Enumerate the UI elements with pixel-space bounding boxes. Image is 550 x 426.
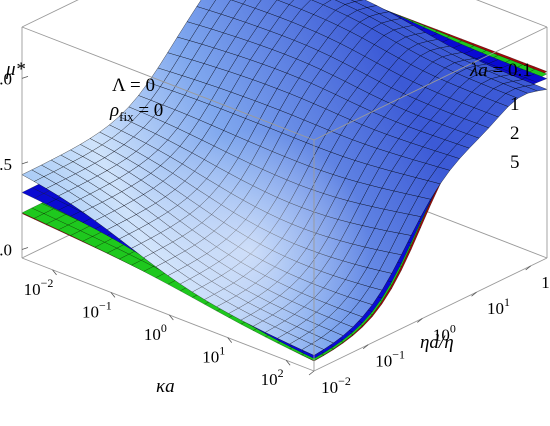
y-tick-exp: −2 bbox=[338, 374, 351, 388]
legend-equals: = bbox=[488, 60, 508, 81]
x-tick-mark bbox=[169, 314, 174, 321]
x-tick-label: 100 bbox=[144, 321, 167, 344]
annotation-rho-sub: fix bbox=[119, 109, 134, 124]
x-tick-exp: 0 bbox=[161, 321, 167, 335]
annotation-rho-rest: = 0 bbox=[134, 100, 164, 121]
annotation-rho: ρfix = 0 bbox=[109, 100, 163, 124]
y-axis-title: ηd/η bbox=[420, 332, 454, 353]
legend-entry-0: λa = 0.1 bbox=[469, 60, 532, 81]
surface-lambda-0.1 bbox=[21, 0, 548, 356]
x-tick-exp: −2 bbox=[41, 276, 54, 290]
y-tick-label: 10−1 bbox=[375, 348, 405, 371]
box-edge-top-back-right bbox=[475, 0, 548, 28]
x-tick-base: 10 bbox=[82, 302, 99, 321]
z-tick-mark bbox=[21, 161, 29, 165]
z-tick-label: 0.0 bbox=[0, 240, 12, 259]
y-tick-label: 102 bbox=[541, 269, 550, 292]
box-edge-top-back-left bbox=[21, 0, 79, 28]
legend-entry-3: 5 bbox=[510, 152, 520, 173]
y-tick-mark bbox=[362, 344, 369, 350]
x-axis-title: κa bbox=[156, 376, 175, 397]
x-tick-exp: 2 bbox=[278, 366, 284, 380]
box-edge-front-x bbox=[21, 257, 315, 372]
y-tick-exp: −1 bbox=[392, 348, 405, 362]
x-tick-exp: 1 bbox=[219, 344, 225, 358]
y-tick-label: 100 bbox=[433, 321, 456, 344]
surface-highlight bbox=[22, 0, 547, 356]
x-tick-label: 10−1 bbox=[82, 298, 112, 321]
y-tick-base: 10 bbox=[487, 299, 504, 318]
y-tick-mark bbox=[417, 318, 423, 323]
x-tick-base: 10 bbox=[24, 280, 41, 299]
legend-entry-1: 1 bbox=[510, 94, 520, 115]
y-tick-exp: 0 bbox=[450, 321, 456, 335]
legend-parameter: λa bbox=[469, 60, 488, 81]
y-tick-mark bbox=[308, 370, 315, 376]
annotation-lambda: Λ = 0 bbox=[112, 75, 155, 96]
x-tick-label: 102 bbox=[261, 366, 284, 389]
plot-box-front bbox=[21, 0, 548, 372]
z-tick-label: 0.5 bbox=[0, 155, 12, 174]
x-tick-label: 101 bbox=[202, 344, 225, 367]
x-tick-mark bbox=[110, 292, 116, 298]
legend-value: 0.1 bbox=[508, 60, 532, 81]
y-tick-exp: 1 bbox=[504, 295, 510, 309]
x-tick-base: 10 bbox=[202, 348, 219, 367]
tick-labels: 0.00.51.010−210−110010110210−210−1100101… bbox=[0, 69, 550, 397]
x-tick-label: 10−2 bbox=[24, 276, 54, 299]
z-tick-label: 1.0 bbox=[0, 69, 12, 88]
x-tick-base: 10 bbox=[261, 370, 278, 389]
box-edge-top-left bbox=[21, 26, 315, 141]
y-tick-base: 10 bbox=[321, 378, 338, 397]
x-tick-mark bbox=[52, 269, 57, 276]
box-edge-top-right bbox=[313, 26, 548, 141]
y-tick-base: 10 bbox=[433, 325, 450, 344]
z-tick-mark bbox=[21, 75, 29, 79]
y-tick-label: 10−2 bbox=[321, 374, 351, 397]
x-tick-base: 10 bbox=[144, 325, 161, 344]
y-tick-label: 101 bbox=[487, 295, 510, 318]
y-tick-mark bbox=[525, 265, 531, 271]
x-tick-exp: −1 bbox=[99, 298, 112, 312]
y-tick-base: 10 bbox=[541, 273, 550, 292]
x-tick-mark bbox=[285, 359, 291, 366]
legend-entry-2: 2 bbox=[510, 123, 520, 144]
surfaces bbox=[21, 0, 548, 362]
z-axis-title: μ* bbox=[5, 59, 26, 80]
legend: λa = 0.1 1 2 5 bbox=[469, 60, 532, 173]
annotation-rho-symbol: ρ bbox=[109, 100, 119, 121]
z-tick-mark bbox=[21, 247, 29, 250]
y-tick-base: 10 bbox=[375, 352, 392, 371]
box-edge-front-y bbox=[313, 257, 548, 372]
x-tick-mark bbox=[227, 337, 233, 343]
y-tick-mark bbox=[471, 291, 477, 297]
